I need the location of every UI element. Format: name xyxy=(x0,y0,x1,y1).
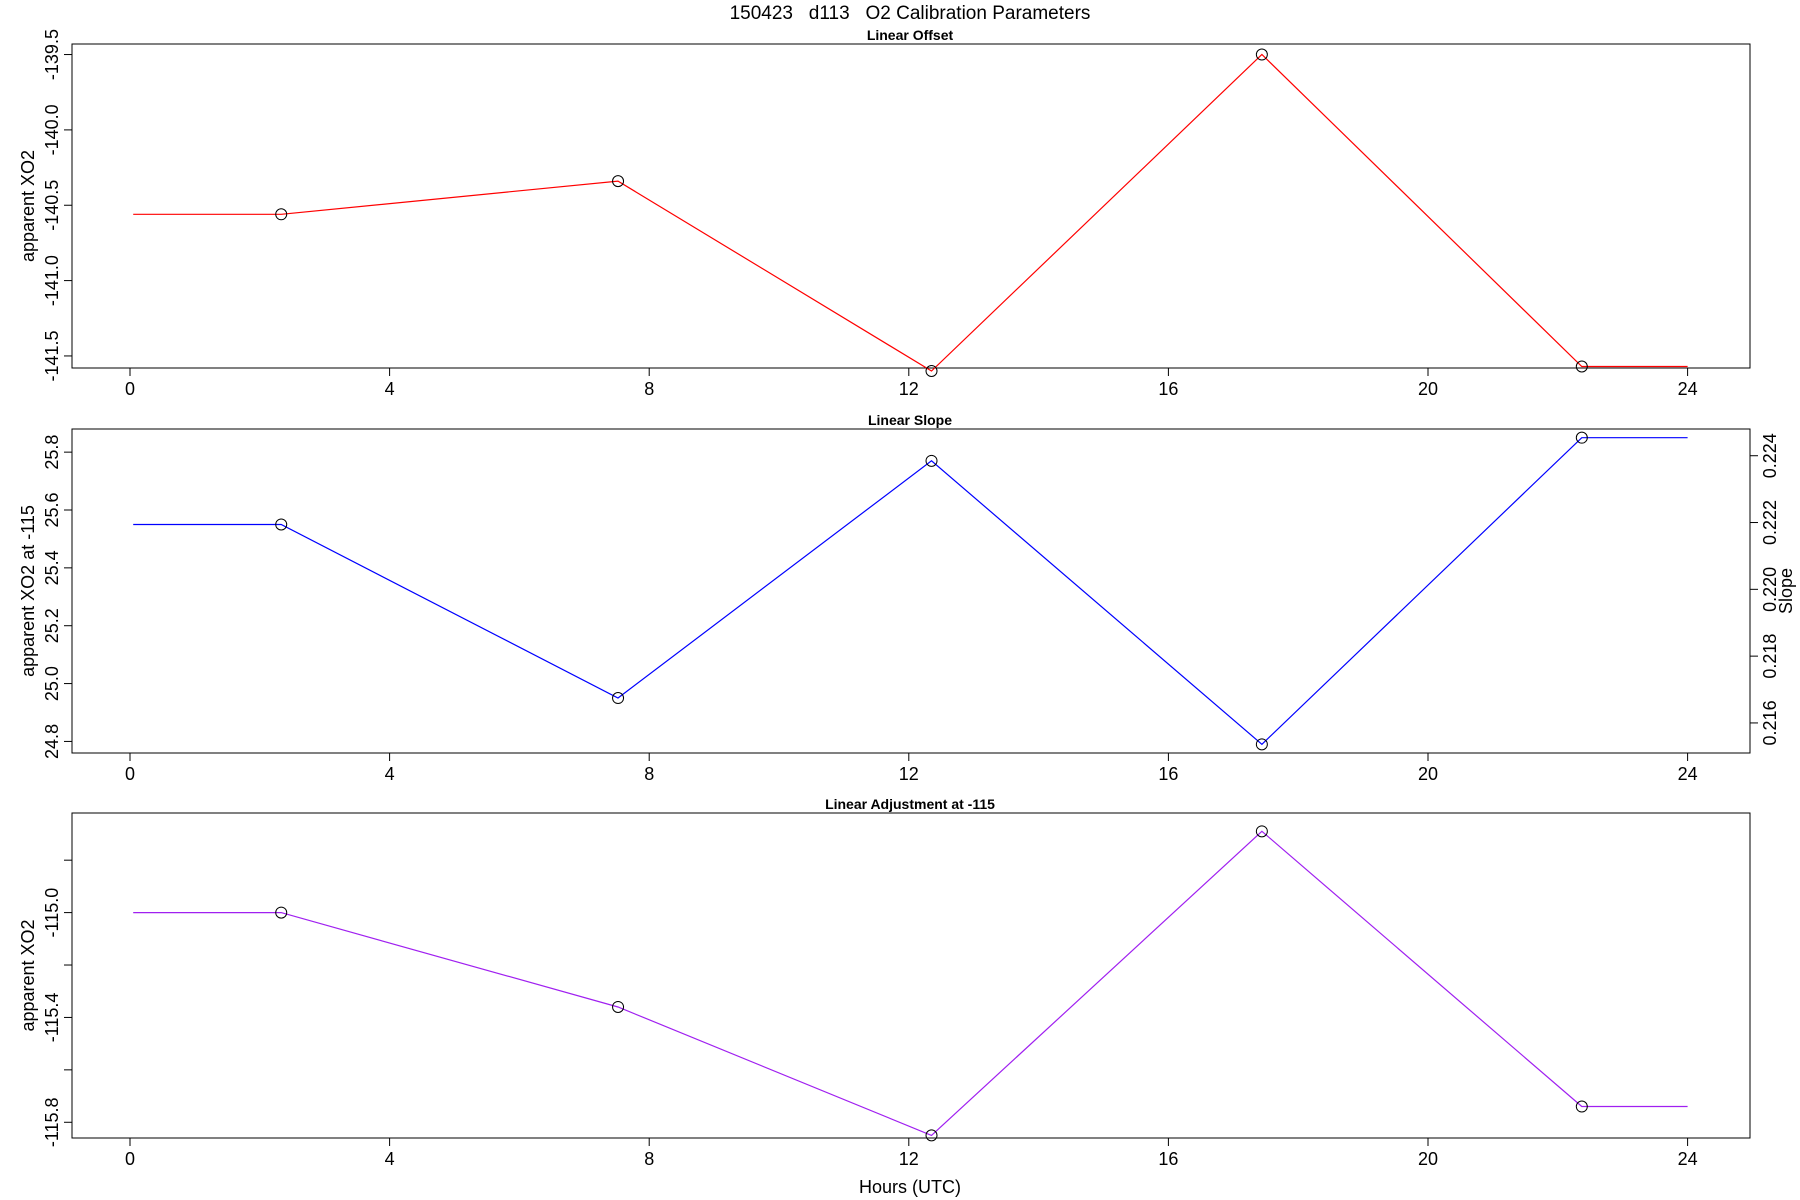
y-tick-label: -140.5 xyxy=(42,180,62,231)
plot-frame xyxy=(71,428,1751,754)
x-tick-label: 24 xyxy=(1678,379,1698,399)
x-tick-label: 4 xyxy=(385,379,395,399)
x-tick-label: 24 xyxy=(1678,1149,1698,1169)
panel-title: Linear Adjustment at -115 xyxy=(825,796,995,812)
y-tick-label: 25.4 xyxy=(42,550,62,585)
x-tick-label: 16 xyxy=(1158,1149,1178,1169)
data-point xyxy=(1575,1100,1588,1113)
chart-panel-2: Linear Slope 0 4 8 12 16 20 24 24.8 25.0 25.2 25.4 2… xyxy=(18,412,1796,784)
x-axis-label: Hours (UTC) xyxy=(859,1177,961,1197)
y2-tick-label: 0.218 xyxy=(1760,634,1780,679)
y-axis-label: apparent XO2 at -115 xyxy=(18,505,38,677)
data-point xyxy=(925,1129,938,1142)
panel-title: Linear Offset xyxy=(867,27,954,43)
x-tick-label: 16 xyxy=(1158,764,1178,784)
x-tick-label: 8 xyxy=(644,379,654,399)
x-tick-label: 8 xyxy=(644,1149,654,1169)
y-tick-label: 25.6 xyxy=(42,492,62,527)
plot-frame xyxy=(71,43,1751,369)
data-point xyxy=(1255,48,1268,61)
panel-title: Linear Slope xyxy=(868,412,952,428)
plot-frame xyxy=(71,812,1751,1139)
x-tick-label: 0 xyxy=(125,379,135,399)
x-tick-label: 8 xyxy=(644,764,654,784)
chart-panel-1: Linear Offset 0 4 8 12 16 20 24 -141.5 -141.0 -140… xyxy=(18,27,1751,399)
y-tick-label: -141.5 xyxy=(42,330,62,381)
data-point xyxy=(275,208,288,221)
data-point xyxy=(612,175,625,188)
y-tick-label: -115.0 xyxy=(42,888,62,938)
x-tick-label: 24 xyxy=(1678,764,1698,784)
figure-title: 150423 d113 O2 Calibration Parameters xyxy=(730,3,1091,24)
series-line xyxy=(133,830,1688,1137)
y-tick-label: -141.0 xyxy=(42,255,62,306)
y2-tick-label: 0.220 xyxy=(1760,567,1780,612)
x-tick-label: 12 xyxy=(899,1149,919,1169)
x-tick-label: 16 xyxy=(1158,379,1178,399)
data-point xyxy=(275,518,288,531)
data-point xyxy=(612,692,625,705)
y2-tick-label: 0.216 xyxy=(1760,700,1780,745)
y2-tick-label: 0.224 xyxy=(1760,433,1780,478)
x-tick-label: 20 xyxy=(1418,1149,1438,1169)
data-point xyxy=(925,454,938,467)
y2-tick-label: 0.222 xyxy=(1760,500,1780,545)
y-tick-label: 25.8 xyxy=(42,435,62,470)
data-point xyxy=(1575,360,1588,373)
y2-axis-label: Slope xyxy=(1776,568,1796,614)
x-tick-label: 20 xyxy=(1418,379,1438,399)
y-tick-label: 25.2 xyxy=(42,608,62,643)
y-axis-label: apparent XO2 xyxy=(18,150,38,262)
y-tick-label: -140.0 xyxy=(42,104,62,155)
data-point xyxy=(612,1000,625,1013)
y-tick-label: -115.4 xyxy=(42,993,62,1043)
data-point xyxy=(275,906,288,919)
x-tick-label: 4 xyxy=(385,764,395,784)
x-tick-label: 12 xyxy=(899,764,919,784)
data-point xyxy=(1255,825,1268,838)
x-tick-label: 12 xyxy=(899,379,919,399)
data-point xyxy=(1575,431,1588,444)
data-point xyxy=(1255,738,1268,751)
y-axis-label: apparent XO2 xyxy=(18,919,38,1031)
chart-panel-3: Linear Adjustment at -115 0 4 8 12 16 20 24 -115… xyxy=(18,796,1751,1169)
x-tick-label: 20 xyxy=(1418,764,1438,784)
x-tick-label: 0 xyxy=(125,764,135,784)
y-tick-label: 25.0 xyxy=(42,666,62,701)
data-point xyxy=(925,365,938,378)
x-tick-label: 0 xyxy=(125,1149,135,1169)
y-tick-label: -115.8 xyxy=(42,1097,62,1147)
series-line xyxy=(133,437,1688,746)
panels: Linear Offset 0 4 8 12 16 20 24 -141.5 -141.0 -140… xyxy=(18,27,1796,1169)
x-tick-label: 4 xyxy=(385,1149,395,1169)
series-line xyxy=(133,53,1688,372)
y-tick-label: -139.5 xyxy=(42,29,62,80)
y-tick-label: 24.8 xyxy=(42,724,62,759)
